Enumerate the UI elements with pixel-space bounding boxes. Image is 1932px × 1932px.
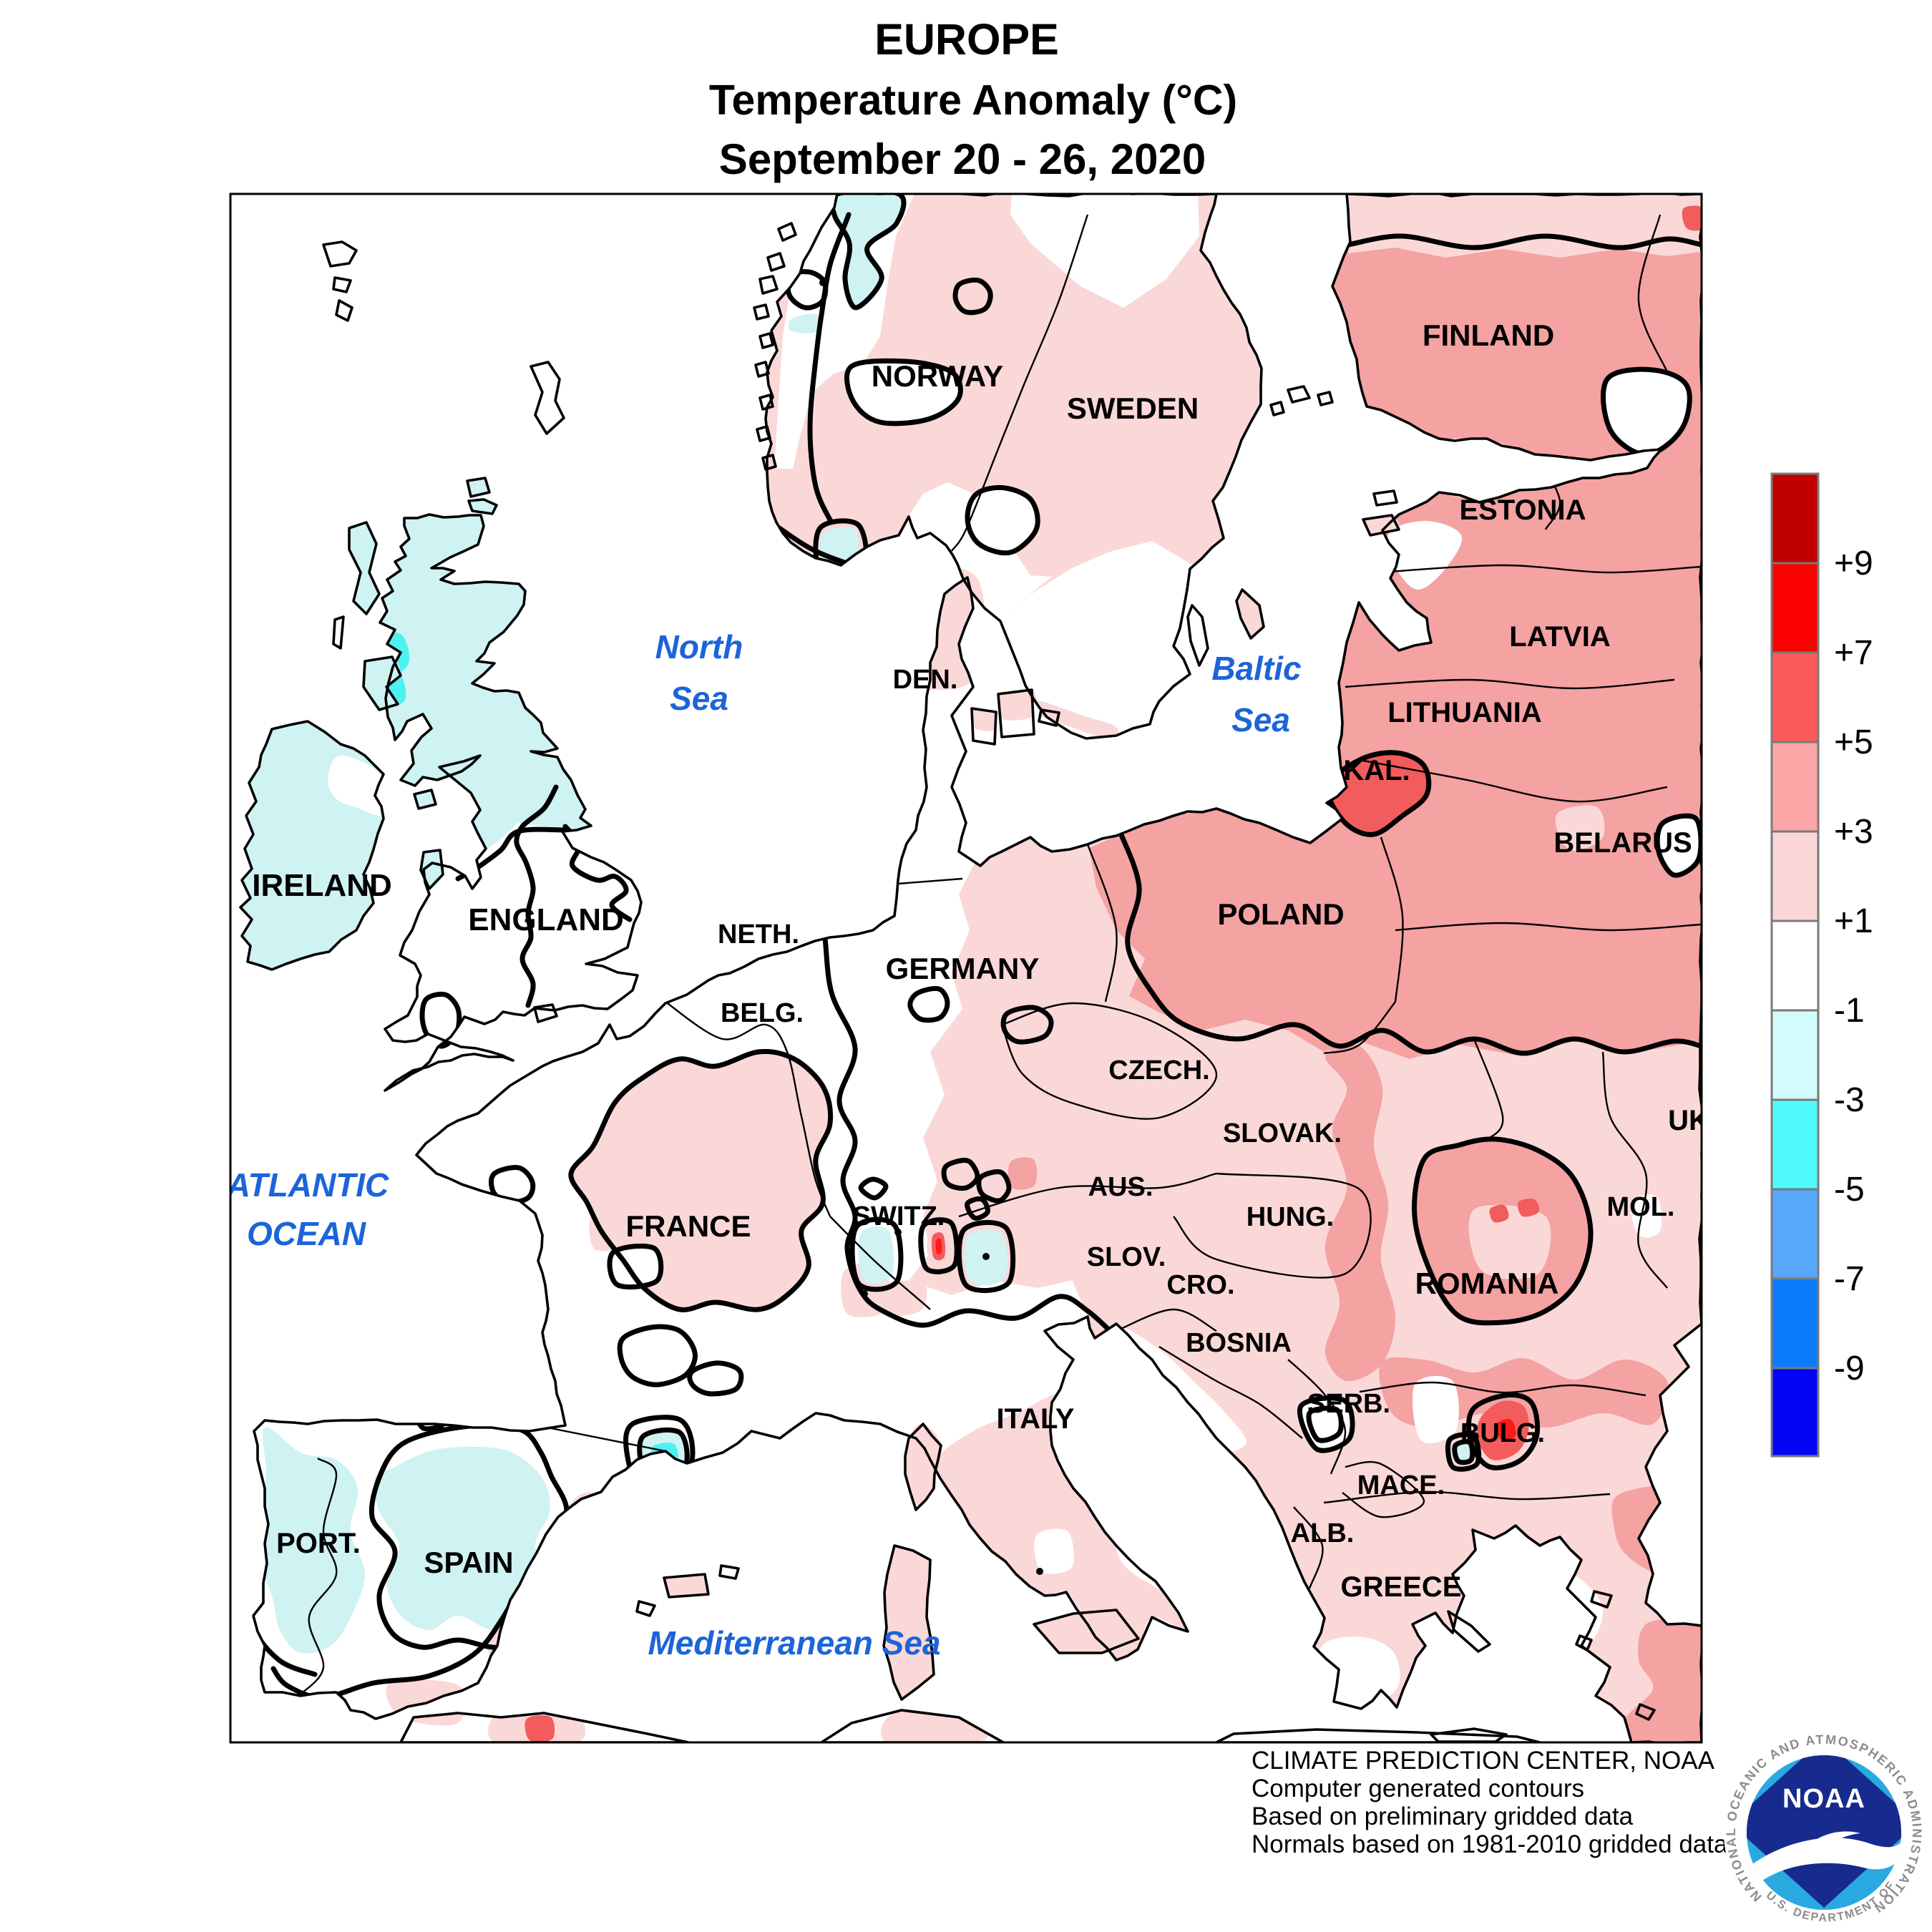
svg-text:KAL.: KAL. xyxy=(1343,755,1410,786)
svg-text:-7: -7 xyxy=(1834,1260,1865,1298)
svg-text:BOSNIA: BOSNIA xyxy=(1186,1328,1292,1358)
svg-text:SWEDEN: SWEDEN xyxy=(1067,391,1199,425)
svg-text:+1: +1 xyxy=(1834,902,1873,940)
svg-text:Based on preliminary gridded d: Based on preliminary gridded data xyxy=(1252,1802,1634,1830)
svg-text:+3: +3 xyxy=(1834,813,1873,851)
svg-text:IRELAND: IRELAND xyxy=(252,868,392,903)
svg-text:AUS.: AUS. xyxy=(1088,1172,1153,1202)
svg-text:Sea: Sea xyxy=(1231,701,1290,738)
svg-text:CZECH.: CZECH. xyxy=(1108,1055,1209,1085)
svg-text:UK: UK xyxy=(1668,1105,1709,1136)
svg-text:FRANCE: FRANCE xyxy=(626,1209,751,1243)
svg-text:Baltic: Baltic xyxy=(1211,650,1301,687)
svg-text:LATVIA: LATVIA xyxy=(1509,621,1610,653)
svg-text:Mediterranean Sea: Mediterranean Sea xyxy=(648,1624,940,1662)
svg-text:NORWAY: NORWAY xyxy=(872,359,1003,393)
svg-text:Normals based on 1981-2010 gri: Normals based on 1981-2010 gridded data xyxy=(1252,1830,1728,1858)
svg-text:-9: -9 xyxy=(1834,1350,1865,1387)
svg-text:Computer generated contours: Computer generated contours xyxy=(1252,1775,1584,1802)
svg-text:-5: -5 xyxy=(1834,1171,1865,1209)
svg-text:LITHUANIA: LITHUANIA xyxy=(1387,697,1542,728)
svg-text:+5: +5 xyxy=(1834,723,1873,761)
svg-text:-3: -3 xyxy=(1834,1081,1865,1119)
svg-text:ITALY: ITALY xyxy=(997,1403,1075,1435)
svg-text:SWITZ.: SWITZ. xyxy=(853,1201,945,1231)
svg-text:ATLANTIC: ATLANTIC xyxy=(226,1166,389,1204)
svg-text:Temperature Anomaly (°C): Temperature Anomaly (°C) xyxy=(709,77,1237,124)
svg-text:+9: +9 xyxy=(1834,545,1873,582)
svg-text:HUNG.: HUNG. xyxy=(1246,1202,1334,1232)
svg-text:MOL.: MOL. xyxy=(1607,1192,1675,1222)
svg-text:BELARUS: BELARUS xyxy=(1553,827,1692,859)
svg-text:GERMANY: GERMANY xyxy=(886,952,1040,985)
svg-text:BULG.: BULG. xyxy=(1460,1418,1545,1448)
svg-text:CRO.: CRO. xyxy=(1167,1270,1235,1300)
svg-text:PORT.: PORT. xyxy=(276,1528,361,1559)
svg-text:September 20 - 26, 2020: September 20 - 26, 2020 xyxy=(719,135,1206,183)
svg-text:ESTONIA: ESTONIA xyxy=(1459,494,1586,526)
svg-text:Sea: Sea xyxy=(670,680,728,717)
svg-text:SLOV.: SLOV. xyxy=(1087,1242,1166,1272)
svg-text:SERB.: SERB. xyxy=(1307,1389,1390,1419)
svg-text:EUROPE: EUROPE xyxy=(874,15,1059,64)
svg-text:DEN.: DEN. xyxy=(893,665,958,695)
svg-text:ENGLAND: ENGLAND xyxy=(468,902,624,937)
svg-text:North: North xyxy=(655,628,743,665)
svg-text:OCEAN: OCEAN xyxy=(247,1215,366,1252)
svg-text:NOAA: NOAA xyxy=(1782,1784,1865,1814)
svg-text:SLOVAK.: SLOVAK. xyxy=(1223,1118,1342,1148)
svg-text:CLIMATE PREDICTION CENTER, NOA: CLIMATE PREDICTION CENTER, NOAA xyxy=(1252,1747,1715,1775)
svg-text:BELG.: BELG. xyxy=(721,998,804,1028)
svg-text:FINLAND: FINLAND xyxy=(1423,318,1554,352)
svg-text:-1: -1 xyxy=(1834,992,1865,1030)
svg-text:NETH.: NETH. xyxy=(718,919,799,950)
svg-text:GREECE: GREECE xyxy=(1341,1571,1462,1603)
svg-text:+7: +7 xyxy=(1834,634,1873,672)
svg-text:POLAND: POLAND xyxy=(1217,897,1344,931)
svg-text:MACE.: MACE. xyxy=(1357,1470,1445,1501)
svg-text:ROMANIA: ROMANIA xyxy=(1415,1267,1559,1300)
svg-text:ALB.: ALB. xyxy=(1291,1518,1355,1548)
svg-text:SPAIN: SPAIN xyxy=(424,1546,513,1579)
